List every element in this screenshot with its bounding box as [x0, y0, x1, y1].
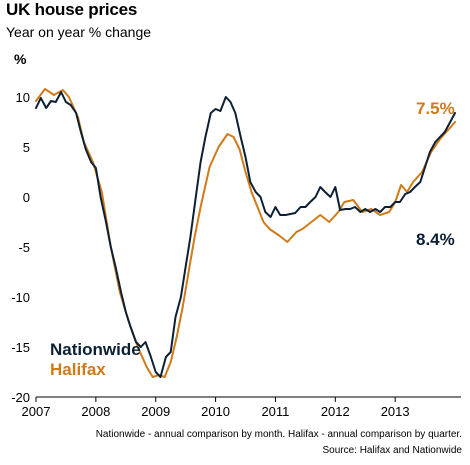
y-tick-label: -15 [11, 340, 30, 355]
x-tick-label: 2008 [81, 404, 110, 419]
y-axis-label: % [14, 51, 27, 67]
series-line-nationwide [35, 91, 456, 378]
y-tick-label: -5 [18, 240, 30, 255]
series-line-halifax [35, 88, 456, 378]
legend-halifax: Halifax [50, 360, 106, 379]
series-lines [35, 88, 456, 378]
y-tick-label: -10 [11, 290, 30, 305]
x-tick-label: 2007 [22, 404, 51, 419]
legend-nationwide: Nationwide [50, 340, 141, 359]
source-note: Source: Halifax and Nationwide [322, 445, 462, 456]
x-axis: 2007 2008 2009 2010 2011 2012 2013 [22, 396, 461, 419]
x-tick-label: 2013 [381, 404, 410, 419]
chart-subtitle: Year on year % change [6, 24, 152, 40]
y-tick-label: -20 [11, 390, 30, 405]
y-axis: 10 5 0 -5 -10 -15 -20 [11, 90, 30, 405]
footnote: Nationwide - annual comparison by month.… [96, 429, 462, 440]
y-tick-label: 5 [23, 140, 30, 155]
x-tick-label: 2011 [261, 404, 289, 419]
y-tick-label: 10 [16, 90, 30, 105]
chart-title: UK house prices [6, 0, 138, 19]
nationwide-latest-label: 8.4% [416, 230, 455, 249]
x-tick-label: 2009 [141, 404, 170, 419]
x-tick-label: 2010 [201, 404, 230, 419]
y-tick-label: 0 [23, 190, 30, 205]
halifax-latest-label: 7.5% [416, 99, 455, 118]
x-tick-label: 2012 [321, 404, 350, 419]
